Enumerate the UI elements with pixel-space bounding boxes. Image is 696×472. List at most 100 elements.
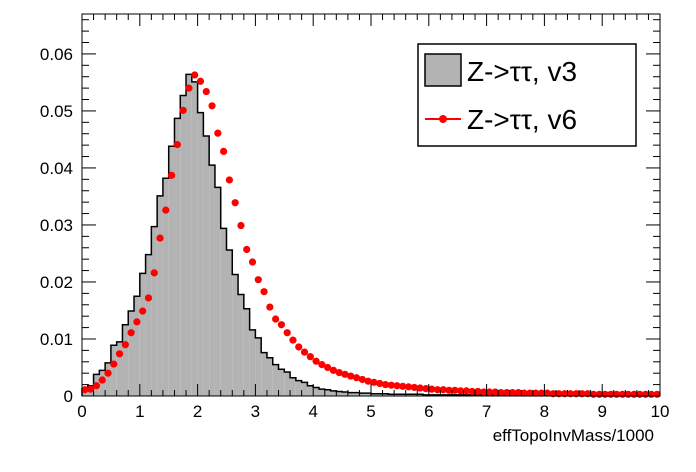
data-point xyxy=(243,245,251,254)
hist-bar xyxy=(116,341,123,396)
hist-bar xyxy=(249,329,256,396)
y-tick-label: 0.05 xyxy=(40,102,73,121)
data-point xyxy=(162,206,170,214)
x-axis: 0 1 2 3 4 5 6 7 8 9 10 xyxy=(77,14,669,421)
hist-bar xyxy=(318,389,325,396)
hist-bar xyxy=(145,254,152,396)
data-point xyxy=(139,307,147,315)
data-point xyxy=(445,386,453,394)
hist-bar xyxy=(330,390,337,396)
data-point xyxy=(208,102,216,110)
data-point xyxy=(167,171,176,179)
hist-bar xyxy=(295,380,302,396)
data-point xyxy=(456,387,465,395)
data-point xyxy=(156,234,164,242)
x-tick-label: 5 xyxy=(366,402,375,421)
data-point xyxy=(87,385,95,393)
data-point xyxy=(133,318,141,326)
hist-bar xyxy=(186,74,192,396)
data-point xyxy=(485,388,494,396)
y-tick-label: 0.03 xyxy=(40,216,73,235)
data-point xyxy=(300,348,309,356)
legend-label-v3: Z->ττ, v3 xyxy=(467,56,577,87)
data-point xyxy=(277,321,286,329)
hist-bar xyxy=(307,385,314,396)
hist-bar xyxy=(197,112,204,397)
data-point xyxy=(433,386,442,394)
hist-bar xyxy=(243,308,250,396)
data-point xyxy=(185,84,193,92)
hist-bar xyxy=(324,389,331,396)
hist-bar xyxy=(128,311,135,396)
data-point xyxy=(81,386,89,394)
y-tick-label: 0.02 xyxy=(40,273,73,292)
x-tick-label: 3 xyxy=(251,402,260,421)
data-point xyxy=(497,388,505,397)
data-point xyxy=(92,382,101,390)
hist-bar xyxy=(394,394,400,396)
x-tick-label: 10 xyxy=(651,402,670,421)
y-axis: 0 0.01 0.02 0.03 0.04 0.05 0.06 xyxy=(40,19,660,406)
hist-bar xyxy=(226,250,233,396)
data-point xyxy=(266,303,274,311)
data-point xyxy=(283,329,291,337)
data-point xyxy=(428,385,436,393)
data-point xyxy=(289,336,297,344)
data-point xyxy=(127,329,135,337)
legend-label-v6: Z->ττ, v6 xyxy=(467,104,577,135)
hist-bar xyxy=(399,394,406,396)
hist-bar xyxy=(232,274,239,396)
data-point xyxy=(537,389,546,397)
data-point xyxy=(491,388,499,396)
data-point xyxy=(520,389,528,397)
data-point xyxy=(104,369,112,377)
data-point xyxy=(404,383,413,391)
data-point xyxy=(376,379,384,388)
data-point xyxy=(422,384,430,393)
hist-bar xyxy=(174,118,181,396)
data-point xyxy=(231,199,239,207)
data-point xyxy=(150,269,158,277)
data-point xyxy=(352,374,361,382)
data-point xyxy=(179,106,187,114)
data-point xyxy=(393,382,401,390)
hist-bar xyxy=(371,393,377,396)
hist-bar xyxy=(272,364,279,396)
hist-bar xyxy=(266,357,273,396)
data-point xyxy=(324,363,332,372)
data-point xyxy=(474,387,482,396)
x-tick-label: 9 xyxy=(597,402,606,421)
data-point xyxy=(260,288,268,296)
hist-bar xyxy=(162,178,169,396)
data-point xyxy=(254,276,262,284)
data-point xyxy=(98,376,106,384)
data-point xyxy=(121,341,129,349)
hist-bar xyxy=(376,393,383,396)
hist-bar xyxy=(191,81,198,396)
hist-bar xyxy=(382,393,389,396)
x-tick-label: 0 xyxy=(77,402,86,421)
data-point xyxy=(410,383,418,392)
data-point xyxy=(115,350,124,358)
hist-bar xyxy=(365,393,371,396)
data-point xyxy=(237,221,245,230)
hist-bar xyxy=(134,296,140,396)
hist-bar xyxy=(203,136,210,396)
hist-bar xyxy=(105,362,111,396)
hist-bar xyxy=(353,392,360,396)
x-tick-label: 1 xyxy=(135,402,144,421)
hist-bar xyxy=(388,394,395,396)
data-point xyxy=(543,389,551,397)
hist-bar xyxy=(301,382,308,396)
hist-bar xyxy=(336,391,343,396)
data-point xyxy=(370,378,378,386)
hist-bar xyxy=(261,352,267,396)
y-tick-label: 0.04 xyxy=(40,159,73,178)
data-point xyxy=(439,386,447,394)
data-point xyxy=(214,129,222,137)
hist-bar xyxy=(151,226,158,396)
data-point xyxy=(468,387,476,396)
data-point xyxy=(462,387,470,395)
data-point xyxy=(318,361,326,369)
